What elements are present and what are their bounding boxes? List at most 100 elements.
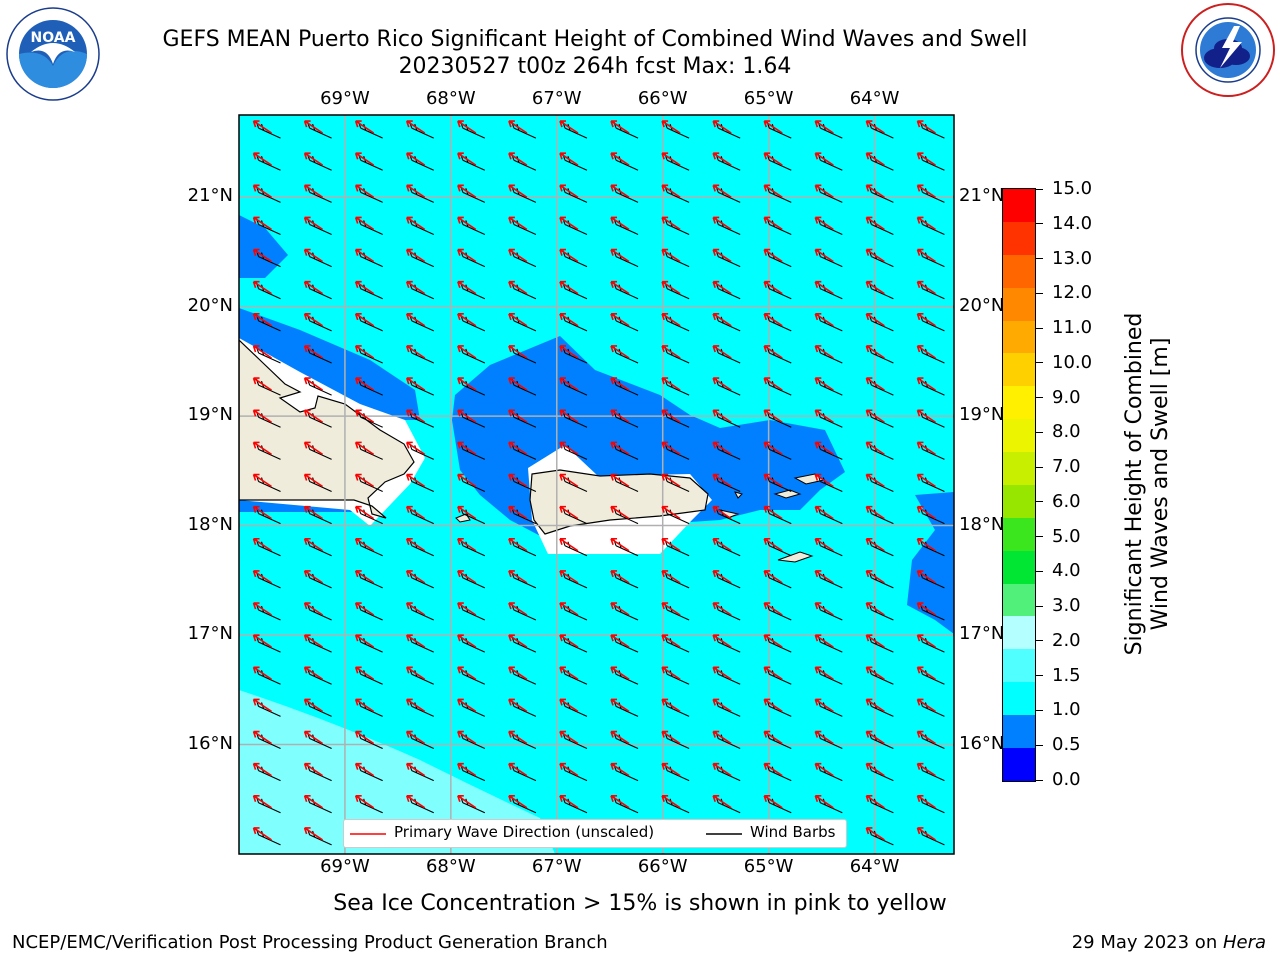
colorbar-segment [1003, 550, 1035, 584]
primary-wave-direction-arrow [865, 120, 885, 134]
lat-label-left: 21°N [187, 185, 233, 207]
noaa-logo-text: NOAA [31, 30, 76, 46]
legend-primary-wave-direction: Primary Wave Direction (unscaled) [394, 823, 655, 841]
primary-wave-direction-arrow [457, 280, 477, 295]
colorbar-tick-mark [1035, 188, 1043, 190]
primary-wave-direction-arrow [252, 570, 272, 584]
colorbar-tick-label: 5.0 [1052, 525, 1081, 547]
primary-wave-direction-arrow [712, 248, 732, 263]
colorbar-tick-mark [1035, 466, 1043, 468]
colorbar-label-line2: Wind Waves and Swell [m] [1148, 337, 1173, 631]
primary-wave-direction-arrow [916, 377, 936, 391]
primary-wave-direction-arrow [661, 473, 681, 488]
primary-wave-direction-arrow [865, 313, 885, 327]
primary-wave-direction-arrow [814, 795, 834, 809]
primary-wave-direction-arrow [763, 280, 783, 295]
primary-wave-direction-arrow [508, 762, 528, 777]
primary-wave-direction-arrow [559, 280, 579, 295]
primary-wave-direction-arrow [252, 795, 272, 809]
primary-wave-direction-arrow [661, 762, 681, 777]
primary-wave-direction-arrow [405, 120, 426, 134]
primary-wave-direction-arrow [559, 377, 579, 391]
primary-wave-direction-arrow [814, 570, 834, 584]
colorbar-tick-mark [1035, 258, 1043, 260]
primary-wave-direction-arrow [610, 730, 630, 745]
primary-wave-direction-arrow [610, 570, 630, 584]
primary-wave-direction-arrow [559, 666, 579, 680]
primary-wave-direction-arrow [354, 377, 375, 391]
primary-wave-direction-arrow [610, 248, 630, 263]
primary-wave-direction-arrow [712, 537, 732, 552]
colorbar-tick-mark [1035, 779, 1043, 781]
low-wave-region-east [907, 492, 954, 634]
primary-wave-direction-arrow [763, 505, 783, 520]
colorbar-tick-label: 2.0 [1052, 629, 1081, 651]
primary-wave-direction-arrow [508, 570, 528, 584]
primary-wave-direction-arrow [405, 216, 426, 231]
primary-wave-direction-arrow [865, 537, 885, 552]
colorbar-segment [1003, 353, 1035, 387]
primary-wave-direction-arrow [610, 505, 630, 520]
colorbar-tick-mark [1035, 709, 1043, 711]
lon-label-top: 68°W [425, 88, 476, 109]
primary-wave-direction-arrow [763, 634, 783, 648]
primary-wave-direction-arrow [865, 730, 885, 745]
primary-wave-direction-arrow [865, 248, 885, 263]
primary-wave-direction-arrow [252, 184, 272, 198]
primary-wave-direction-arrow [354, 345, 375, 359]
primary-wave-direction-arrow [508, 216, 528, 231]
colorbar-tick-mark [1035, 397, 1043, 399]
primary-wave-direction-arrow [354, 666, 375, 680]
noaa-logo: NOAA [6, 7, 100, 101]
colorbar-tick-mark [1035, 744, 1043, 746]
primary-wave-direction-arrow [712, 666, 732, 680]
map-fields [239, 115, 954, 854]
primary-wave-direction-arrow [763, 409, 783, 423]
primary-wave-direction-arrow [303, 730, 324, 745]
colorbar-segment [1003, 419, 1035, 452]
primary-wave-direction-arrow [661, 634, 681, 648]
primary-wave-direction-arrow [559, 313, 579, 327]
primary-wave-direction-arrow [303, 216, 324, 231]
primary-wave-direction-arrow [814, 441, 834, 456]
primary-wave-direction-arrow [610, 280, 630, 295]
primary-wave-direction-arrow [559, 473, 579, 488]
primary-wave-direction-arrow [661, 216, 681, 231]
primary-wave-direction-arrow [712, 409, 732, 423]
primary-wave-direction-arrow [661, 570, 681, 584]
primary-wave-direction-arrow [405, 345, 426, 359]
lon-label-bottom: 66°W [637, 856, 688, 877]
primary-wave-direction-arrow [712, 216, 732, 231]
primary-wave-direction-arrow [405, 505, 426, 520]
lat-label-right: 17°N [959, 623, 1005, 645]
primary-wave-direction-arrow [814, 537, 834, 552]
colorbar-tick-label: 8.0 [1052, 421, 1081, 443]
colorbar-segment [1003, 616, 1035, 650]
primary-wave-direction-arrow [763, 313, 783, 327]
primary-wave-direction-arrow [303, 505, 324, 520]
primary-wave-direction-arrow [661, 345, 681, 359]
primary-wave-direction-arrow [559, 570, 579, 584]
primary-wave-direction-arrow [916, 505, 936, 520]
primary-wave-direction-arrow [865, 634, 885, 648]
colorbar-tick-label: 1.5 [1052, 664, 1081, 686]
primary-wave-direction-arrow [916, 152, 936, 166]
primary-wave-direction-arrow [865, 666, 885, 680]
colorbar-segment [1003, 287, 1035, 321]
primary-wave-direction-arrow [610, 537, 630, 552]
primary-wave-direction-arrow [661, 184, 681, 198]
primary-wave-direction-arrow [405, 248, 426, 263]
primary-wave-direction-arrow [712, 473, 732, 488]
primary-wave-direction-arrow [610, 409, 630, 423]
primary-wave-direction-arrow [508, 184, 528, 198]
primary-wave-direction-arrow [303, 248, 324, 263]
primary-wave-direction-arrow [354, 280, 375, 295]
colorbar [1002, 188, 1036, 782]
primary-wave-direction-arrow [610, 313, 630, 327]
primary-wave-direction-arrow [405, 666, 426, 680]
colorbar-tick-label: 15.0 [1052, 178, 1093, 199]
primary-wave-direction-arrow [559, 345, 579, 359]
primary-wave-direction-arrow [252, 827, 272, 841]
primary-wave-direction-arrow [916, 184, 936, 198]
primary-wave-direction-arrow [814, 634, 834, 648]
